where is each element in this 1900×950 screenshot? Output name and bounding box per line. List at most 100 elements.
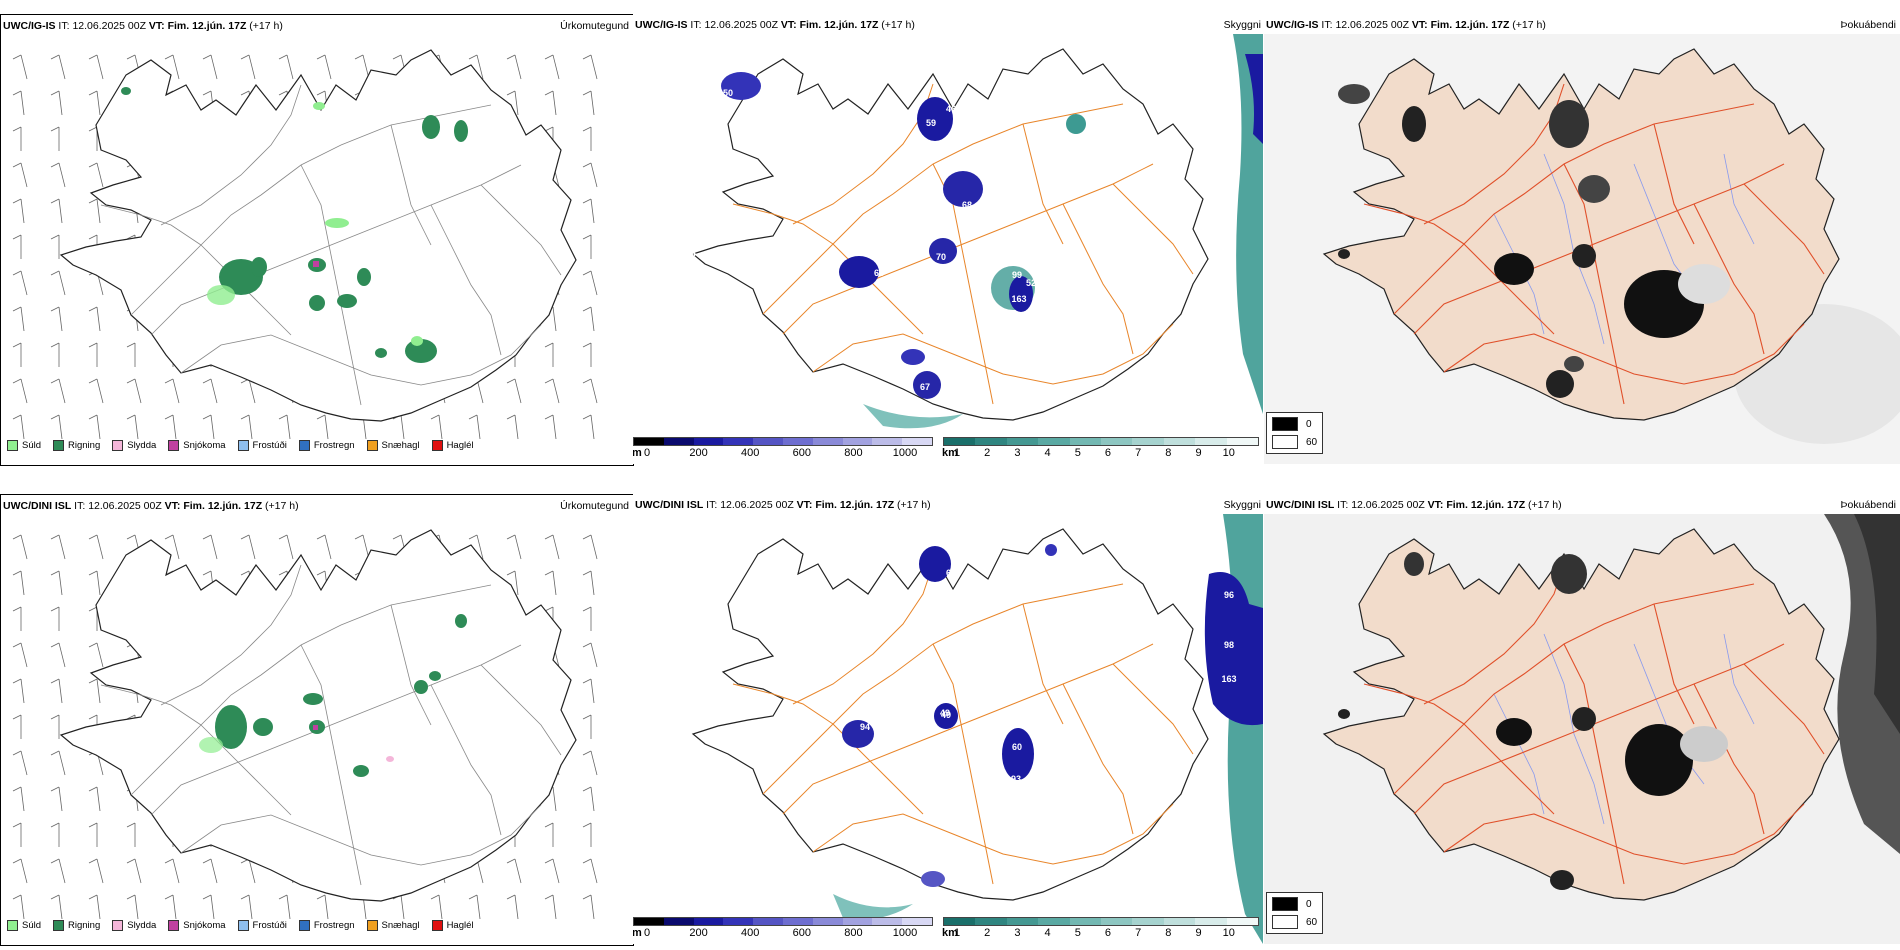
- vt-value: Fim. 12.jún. 17Z: [799, 19, 879, 31]
- legend-swatch: [366, 920, 378, 931]
- scale-tick-label: 2: [984, 447, 991, 459]
- scale-segment: [693, 918, 724, 925]
- cloud-base-label: 98: [1224, 640, 1234, 650]
- scale-segment: [723, 438, 754, 445]
- legend-swatch: [431, 440, 443, 451]
- cloud-base-scale: m 0 200 400 600 800 1000: [633, 917, 933, 940]
- legend-swatch: [112, 440, 124, 451]
- scale-tick-label: 0: [643, 447, 651, 459]
- cloud-base-label: 93: [1011, 774, 1021, 784]
- scale-segment: [634, 918, 664, 925]
- cloud-base-label: 40: [740, 62, 750, 72]
- scale-tick-label: 1000: [892, 447, 918, 459]
- scale-segment: [663, 438, 694, 445]
- scale-segment: [1069, 438, 1102, 445]
- scale-segment: [1226, 438, 1259, 445]
- scale-segment: [753, 918, 783, 925]
- fog-key-value: 60: [1306, 916, 1318, 928]
- scale-tick-label: 10: [1222, 927, 1235, 939]
- scale-tick-label: 8: [1165, 447, 1172, 459]
- scale-unit: km: [942, 447, 958, 459]
- it-label: IT:: [1321, 19, 1333, 31]
- cloud-base-areas: [842, 544, 1057, 887]
- lead-time: (+17 h): [265, 500, 299, 512]
- panel-header: UWC/DINI ISL IT: 12.06.2025 00Z VT: Fim.…: [3, 500, 299, 512]
- fog-panel-top: UWC/IG-IS IT: 12.06.2025 00Z VT: Fim. 12…: [1264, 14, 1900, 464]
- iceland-outline: [59, 49, 577, 422]
- scale-segment: [1101, 918, 1133, 925]
- legend-label: Haglél: [446, 920, 474, 931]
- scale-segment: [842, 918, 873, 925]
- scale-tick-label: 1000: [892, 927, 918, 939]
- fog-key-row: 0: [1272, 417, 1317, 431]
- scale-tick-label: 1: [953, 447, 961, 459]
- it-label: IT:: [1337, 499, 1349, 511]
- scale-tick-label: 1: [953, 927, 961, 939]
- variable-name: Þokuábendi: [1840, 19, 1896, 31]
- scale-segment: [944, 438, 976, 445]
- scale-segment: [812, 438, 843, 445]
- fog-key-row: 60: [1272, 915, 1317, 929]
- fog-key-swatch: [1272, 897, 1298, 911]
- precip-type-panel-bottom: UWC/DINI ISL IT: 12.06.2025 00Z VT: Fim.…: [0, 494, 634, 946]
- scale-tick-label: 6: [1104, 447, 1112, 459]
- scale-segment: [975, 918, 1007, 925]
- iceland-outline: [691, 48, 1209, 421]
- it-label: IT:: [706, 499, 718, 511]
- it-label: IT:: [690, 19, 702, 31]
- legend-label: Haglél: [446, 440, 474, 451]
- scale-bar: [633, 917, 933, 926]
- cloud-visibility-panel-bottom: 66 49 94 49 60 93 96 98 163 UWC/DINI ISL IT: 12.…: [633, 494, 1263, 944]
- cloud-base-label: 49: [940, 708, 950, 718]
- scale-tick-label: 200: [689, 447, 708, 459]
- it-value: 12.06.2025 00Z: [88, 500, 162, 512]
- legend-item: Snæhagl: [366, 920, 420, 931]
- scale-segment: [902, 918, 932, 925]
- fog-panel-bottom: UWC/DINI ISL IT: 12.06.2025 00Z VT: Fim.…: [1264, 494, 1900, 944]
- scale-segment: [872, 438, 903, 445]
- cloud-base-scale: m 0 200 400 600 800 1000: [633, 437, 933, 460]
- scale-segment: [944, 918, 976, 925]
- cloud-base-label: 67: [920, 382, 930, 392]
- precip-areas: [121, 87, 468, 363]
- scale-labels: 0 200 400 600 800 1000: [633, 446, 933, 460]
- scale-tick-label: 5: [1074, 927, 1081, 939]
- road-network: [100, 84, 562, 406]
- fog-key-value: 0: [1306, 898, 1312, 910]
- cloud-base-label: 44: [686, 248, 696, 258]
- road-network: [1363, 83, 1825, 405]
- panel-header: UWC/IG-IS IT: 12.06.2025 00Z VT: Fim. 12…: [3, 20, 283, 32]
- variable-name: Úrkomutegund: [560, 500, 629, 512]
- scale-segment: [1163, 438, 1196, 445]
- cloud-base-label: 99: [1012, 270, 1022, 280]
- legend-swatch: [237, 920, 249, 931]
- legend-item: Súld: [7, 920, 41, 931]
- vt-value: Fim. 12.jún. 17Z: [183, 500, 263, 512]
- cloud-base-label: 70: [936, 252, 946, 262]
- scale-segment: [1163, 918, 1196, 925]
- legend-label: Snjókoma: [183, 440, 226, 451]
- scale-segment: [782, 438, 813, 445]
- scale-labels: 1 2 3 4 5 6 7 8 9 10: [943, 446, 1259, 460]
- scale-segment: [1132, 918, 1164, 925]
- precip-type-panel-top: UWC/IG-IS IT: 12.06.2025 00Z VT: Fim. 12…: [0, 14, 634, 466]
- legend-swatch: [7, 920, 18, 931]
- cloud-base-label: 62: [980, 106, 990, 116]
- scale-segment: [1038, 918, 1070, 925]
- legend-swatch: [298, 920, 310, 931]
- scale-segment: [1101, 438, 1133, 445]
- cloud-base-label: 163: [1011, 294, 1026, 304]
- iceland-outline: [59, 529, 577, 902]
- scale-tick-label: 800: [844, 447, 863, 459]
- cloud-base-label: 94: [860, 722, 870, 732]
- legend-swatch: [366, 440, 378, 451]
- cloud-base-label: 61: [898, 250, 908, 260]
- scale-unit: km: [942, 927, 958, 939]
- vt-label: VT:: [148, 20, 165, 32]
- legend-label: Snæhagl: [381, 920, 420, 931]
- scale-labels: 1 2 3 4 5 6 7 8 9 10: [943, 926, 1259, 940]
- precip-legend: Súld Rigning Slydda Snjókoma Frostúði Frostre…: [7, 920, 474, 931]
- scale-bar: [943, 917, 1259, 926]
- cloud-base-label: 63: [874, 268, 884, 278]
